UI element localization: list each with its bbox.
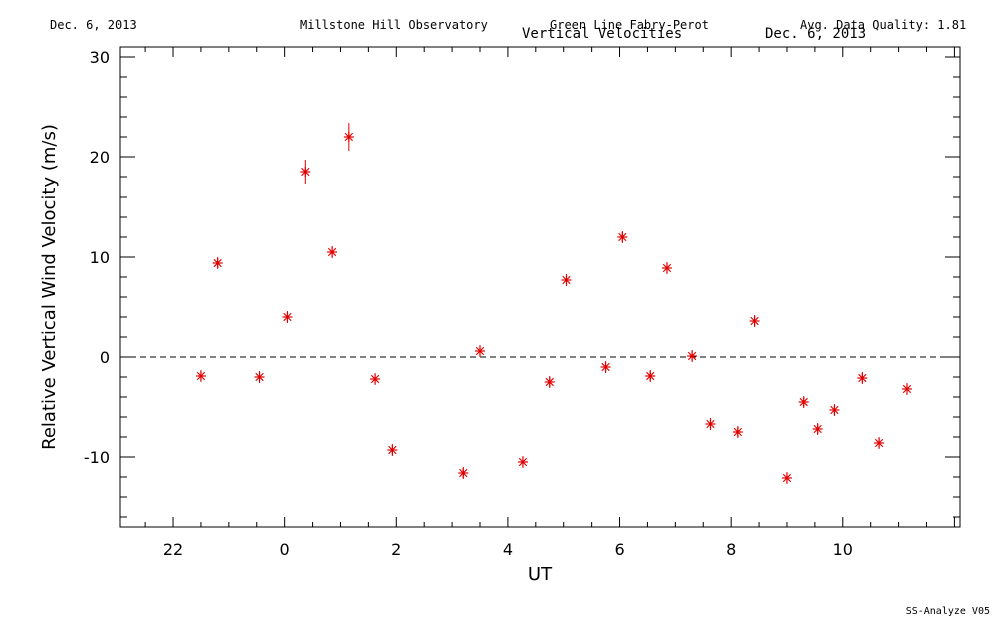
y-tick-label: 0 — [100, 348, 110, 367]
x-tick-label: 4 — [503, 540, 513, 559]
y-axis-label: Relative Vertical Wind Velocity (m/s) — [39, 124, 60, 450]
header-observatory: Millstone Hill Observatory — [300, 18, 488, 32]
data-point — [370, 373, 381, 385]
data-point — [732, 426, 743, 438]
chart-title: Vertical Velocities — [522, 26, 683, 42]
data-point — [645, 370, 656, 382]
data-point — [387, 444, 398, 456]
data-point — [812, 423, 823, 435]
header-date-left: Dec. 6, 2013 — [50, 18, 137, 32]
data-point — [475, 345, 485, 357]
y-tick-label: 30 — [90, 48, 110, 67]
data-point — [617, 231, 628, 243]
footer-version: SS-Analyze V05 — [905, 606, 990, 617]
data-point — [517, 456, 528, 468]
data-point — [561, 274, 572, 286]
y-tick-label: 20 — [90, 148, 110, 167]
plot-frame — [119, 46, 961, 528]
data-point — [781, 472, 792, 484]
y-tick-label: 10 — [90, 248, 110, 267]
data-point — [687, 350, 698, 362]
data-point — [327, 246, 338, 258]
x-tick-label: 22 — [163, 540, 183, 559]
x-tick-label: 0 — [280, 540, 290, 559]
data-point — [857, 372, 868, 384]
data-point — [212, 257, 223, 269]
header-instrument: Green Line Fabry-Perot — [550, 18, 709, 32]
x-tick-label: 6 — [614, 540, 624, 559]
data-point — [661, 262, 672, 274]
data-point — [901, 383, 912, 395]
header-data-quality: Avg. Data Quality: 1.81 — [800, 18, 967, 32]
data-point — [254, 371, 265, 383]
x-tick-label: 2 — [391, 540, 401, 559]
x-tick-label: 8 — [726, 540, 736, 559]
data-point — [300, 160, 311, 184]
x-tick-label: 10 — [833, 540, 853, 559]
y-tick-label: -10 — [84, 448, 110, 467]
data-point — [749, 315, 760, 327]
data-point — [343, 123, 354, 151]
data-point — [829, 404, 840, 416]
header-date-right: Dec. 6, 2013 — [765, 26, 867, 42]
x-axis-label: UT — [528, 564, 553, 585]
data-point — [544, 376, 555, 388]
data-points — [195, 123, 912, 484]
data-point — [458, 467, 469, 479]
data-point — [282, 311, 293, 323]
data-point — [705, 418, 716, 430]
data-point — [195, 370, 206, 382]
data-point — [600, 361, 611, 373]
plot-frame-rect — [119, 46, 961, 528]
data-point — [874, 437, 885, 449]
data-point — [798, 396, 809, 408]
axis-ticks — [120, 47, 960, 527]
axis-tick-labels: 22 0 2 4 6 8 10 -10 0 10 20 30 — [84, 48, 853, 559]
